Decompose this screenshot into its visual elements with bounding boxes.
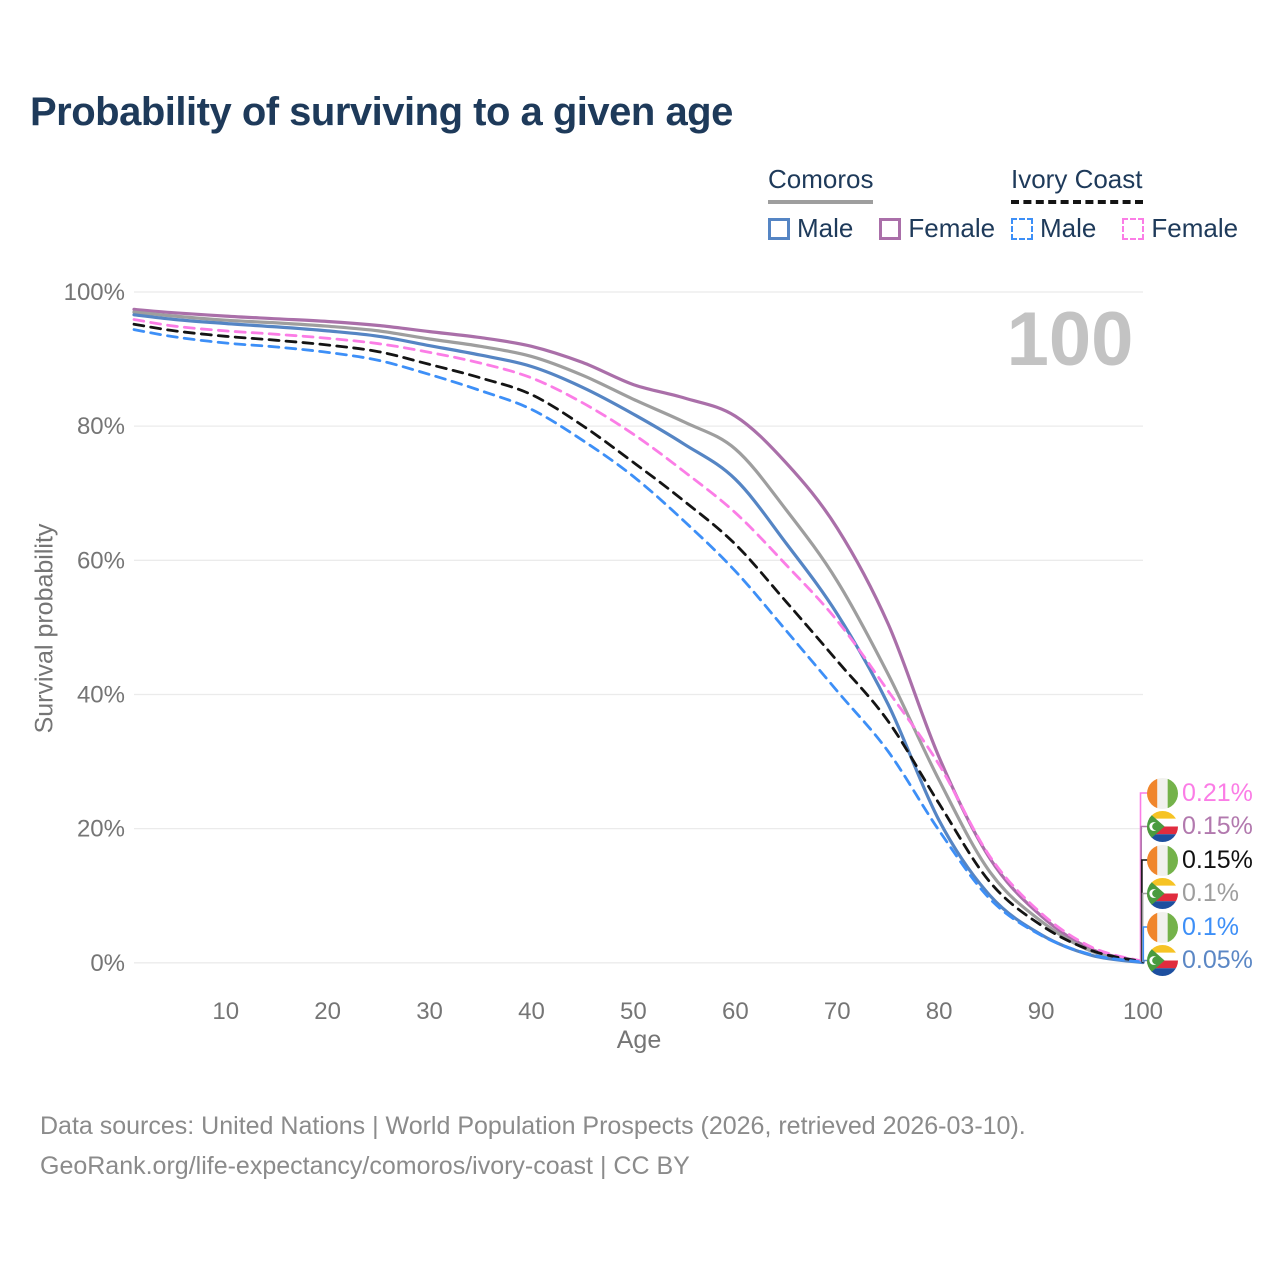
legend-item-comoros-female[interactable]: Female <box>879 213 995 244</box>
x-tick-label: 50 <box>620 998 647 1025</box>
series-line-comoros-female[interactable] <box>132 307 1145 964</box>
series-line-ivory-coast-all[interactable] <box>132 322 1145 964</box>
endpoint-label-comoros-male: 0.05% <box>1147 944 1253 978</box>
footer-data-sources: Data sources: United Nations | World Pop… <box>40 1112 1026 1140</box>
legend-item-label: Male <box>1040 213 1097 243</box>
endpoint-value: 0.1% <box>1182 912 1239 941</box>
endpoint-value: 0.15% <box>1182 845 1253 874</box>
comoros-male-swatch-icon <box>768 217 790 240</box>
ivory-coast-female-swatch-icon <box>1122 217 1145 240</box>
y-tick-label: 20% <box>77 816 125 843</box>
endpoint-value: 0.15% <box>1182 812 1253 840</box>
legend-group-ivory-coast: Ivory Coast Male Female <box>1011 164 1238 244</box>
ivory-coast-male-swatch-icon <box>1011 217 1033 240</box>
endpoint-label-comoros-female: 0.15% <box>1147 810 1253 844</box>
legend-item-ivory-coast-female[interactable]: Female <box>1122 213 1238 244</box>
comoros-female-swatch-icon <box>879 217 902 240</box>
ivory-coast-flag-icon <box>1147 777 1178 809</box>
x-tick-label: 70 <box>824 998 851 1025</box>
series-line-ivory-coast-female[interactable] <box>132 318 1145 963</box>
y-tick-label: 100% <box>64 279 125 306</box>
x-tick-label: 30 <box>416 998 443 1025</box>
footer: Data sources: United Nations | World Pop… <box>40 1106 1026 1186</box>
ivory-coast-flag-icon <box>1147 911 1178 943</box>
legend-item-label: Female <box>908 213 996 243</box>
x-tick-label: 10 <box>212 998 239 1025</box>
y-axis-title: Survival probability <box>30 523 59 734</box>
y-tick-label: 40% <box>77 681 125 708</box>
series-line-ivory-coast-male[interactable] <box>132 328 1145 964</box>
comoros-flag-icon <box>1147 811 1178 842</box>
endpoint-label-ivory-coast-female: 0.21% <box>1147 776 1253 810</box>
legend-item-label: Male <box>797 213 854 243</box>
endpoint-label-comoros-all: 0.1% <box>1147 877 1239 911</box>
x-tick-label: 60 <box>722 998 749 1025</box>
legend-country-comoros[interactable]: Comoros <box>768 164 874 204</box>
series-line-comoros-male[interactable] <box>132 313 1145 965</box>
legend-group-comoros: Comoros Male Female <box>768 164 995 244</box>
endpoint-value: 0.21% <box>1182 778 1253 807</box>
legend-country-ivory-coast[interactable]: Ivory Coast <box>1011 164 1143 204</box>
x-tick-label: 20 <box>314 998 341 1025</box>
legend-item-label: Female <box>1151 213 1239 243</box>
endpoint-label-ivory-coast-all: 0.15% <box>1147 843 1253 877</box>
x-axis-title: Age <box>616 1026 662 1054</box>
comoros-flag-icon <box>1147 945 1178 976</box>
ivory-coast-flag-icon <box>1147 844 1178 876</box>
series-line-comoros-all[interactable] <box>132 310 1145 964</box>
footer-attribution-link: GeoRank.org/life-expectancy/comoros/ivor… <box>40 1152 690 1180</box>
x-tick-label: 40 <box>518 998 545 1025</box>
page-title: Probability of surviving to a given age <box>30 90 733 134</box>
hovered-age-watermark: 100 <box>1006 297 1134 382</box>
y-tick-label: 0% <box>90 950 125 977</box>
endpoint-value: 0.05% <box>1182 946 1253 974</box>
comoros-flag-icon <box>1147 878 1178 909</box>
endpoint-value: 0.1% <box>1182 879 1239 907</box>
legend-item-comoros-male[interactable]: Male <box>768 213 853 244</box>
legend-item-ivory-coast-male[interactable]: Male <box>1011 213 1096 244</box>
y-tick-label: 60% <box>77 547 125 574</box>
x-tick-label: 100 <box>1123 998 1163 1025</box>
endpoint-label-ivory-coast-male: 0.1% <box>1147 910 1239 944</box>
y-tick-label: 80% <box>77 413 125 440</box>
x-tick-label: 80 <box>926 998 953 1025</box>
x-tick-label: 90 <box>1028 998 1055 1025</box>
